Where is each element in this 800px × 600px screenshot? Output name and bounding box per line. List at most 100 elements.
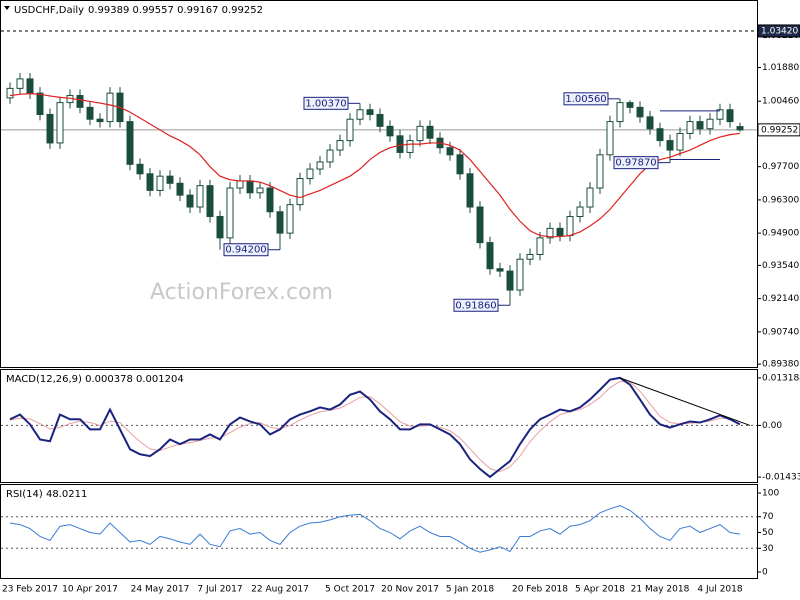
level-label: 0.99252	[761, 125, 798, 135]
candle-body	[636, 106, 644, 118]
candle-body	[696, 121, 704, 130]
candle-body	[706, 118, 714, 130]
x-tick-label: 24 May 2017	[131, 585, 190, 595]
candle-body	[376, 113, 384, 127]
candle-body	[536, 237, 544, 255]
candle-body	[486, 242, 494, 270]
y-tick-label: 0.97700	[762, 162, 799, 172]
rsi-title: RSI(14) 48.0211	[6, 489, 87, 500]
annotation-label: 1.00560	[565, 94, 606, 105]
candle-body	[726, 109, 734, 123]
annotation-label: 0.97870	[615, 158, 656, 169]
candle-body	[26, 78, 34, 94]
y-tick-label: 0.00	[762, 421, 782, 431]
candle-body	[596, 154, 604, 189]
candle-body	[226, 187, 234, 239]
candle-body	[6, 87, 14, 99]
indicator-line	[9, 380, 741, 473]
candle-body	[366, 109, 374, 115]
candle-body	[686, 121, 694, 134]
annotation-box	[303, 96, 349, 110]
candle-body	[736, 126, 744, 131]
candle-body	[146, 173, 154, 191]
candle-body	[176, 182, 184, 196]
candle-body	[446, 147, 454, 156]
candle-body	[76, 94, 84, 108]
trendline	[619, 377, 751, 426]
watermark: ActionForex.com	[150, 280, 333, 305]
annotation-label: 1.00370	[305, 98, 346, 109]
y-tick-label: 0.89380	[762, 360, 799, 370]
candle-body	[466, 173, 474, 208]
x-tick-label: 20 Feb 2018	[512, 585, 568, 595]
candle-body	[666, 140, 674, 151]
candle-body	[406, 140, 414, 153]
y-tick-label: 50	[762, 528, 774, 538]
level-box	[757, 123, 800, 137]
candle-body	[716, 109, 724, 120]
candle-body	[16, 78, 24, 89]
candle-body	[276, 211, 284, 234]
x-tick-label: 4 Jul 2018	[697, 585, 742, 595]
y-tick-label: 0.94900	[762, 229, 799, 239]
level-label: 1.03420	[761, 26, 798, 36]
candle-body	[416, 125, 424, 142]
candle-body	[96, 118, 104, 123]
y-tick-label: 0.96300	[762, 195, 799, 205]
annotation-label: 0.91860	[455, 300, 496, 311]
macd-title: MACD(12,26,9) 0.000378 0.001204	[6, 374, 184, 385]
y-tick-label: 70	[762, 512, 774, 522]
candle-body	[326, 149, 334, 163]
candle-body	[156, 175, 164, 191]
candle-body	[426, 125, 434, 139]
macd-panel	[0, 369, 758, 483]
candle-body	[316, 161, 324, 170]
y-tick-label: 1.00460	[762, 97, 799, 107]
candle-body	[106, 92, 114, 123]
candle-body	[266, 187, 274, 213]
candle-body	[586, 187, 594, 208]
x-tick-label: 22 Aug 2017	[251, 585, 309, 595]
candle-body	[676, 132, 684, 151]
candle-body	[46, 113, 54, 144]
menu-icon	[4, 6, 10, 10]
x-tick-label: 5 Oct 2017	[325, 585, 375, 595]
candle-body	[36, 92, 44, 115]
candle-body	[576, 206, 584, 218]
candle-body	[556, 227, 564, 236]
candle-body	[86, 106, 94, 120]
y-tick-label: 0.93540	[762, 261, 799, 271]
candle-body	[256, 187, 264, 194]
annotation-box	[613, 156, 659, 170]
candle-body	[626, 102, 634, 108]
candle-body	[136, 163, 144, 175]
x-tick-label: 10 Apr 2017	[62, 585, 118, 595]
candle-body	[206, 185, 214, 218]
candle-body	[606, 121, 614, 156]
candle-body	[386, 125, 394, 137]
candle-body	[286, 204, 294, 234]
candle-body	[566, 216, 574, 236]
candle-body	[346, 118, 354, 142]
candle-body	[166, 175, 174, 184]
x-tick-label: 21 May 2018	[631, 585, 690, 595]
annotation-box	[223, 243, 269, 257]
candle-body	[456, 154, 464, 175]
chart-subtitle: 0.99389 0.99557 0.99167 0.99252	[88, 5, 263, 16]
candle-body	[496, 268, 504, 272]
candle-body	[356, 109, 364, 120]
candle-body	[296, 178, 304, 206]
x-tick-label: 23 Feb 2017	[2, 585, 58, 595]
y-tick-label: -0.014339	[762, 473, 800, 483]
candle-body	[186, 194, 194, 208]
candle-body	[476, 206, 484, 244]
x-tick-label: 7 Jul 2017	[197, 585, 242, 595]
chart-title: USDCHF,Daily	[14, 5, 84, 16]
annotation-box	[563, 92, 609, 106]
candle-body	[336, 140, 344, 151]
candle-body	[656, 128, 664, 142]
indicator-line	[9, 505, 741, 553]
candle-body	[306, 168, 314, 180]
